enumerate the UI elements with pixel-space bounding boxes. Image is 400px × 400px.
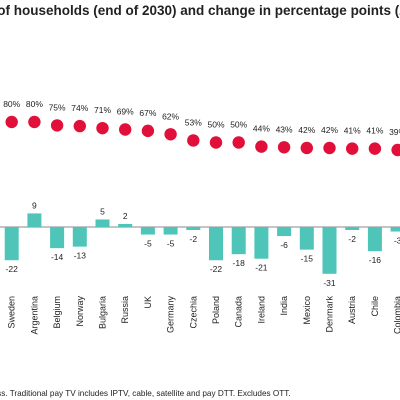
penetration-label: 41% [344,126,361,136]
change-bar [345,227,360,231]
penetration-label: 43% [276,124,293,134]
penetration-label: 74% [71,103,88,113]
penetration-label: 71% [94,105,111,115]
penetration-dot [368,142,382,155]
footnote: ness. Traditional pay TV includes IPTV, … [0,389,291,398]
category-label: Germany [166,296,176,334]
change-bar [299,227,314,250]
change-label: -14 [51,252,64,262]
penetration-dot [141,124,155,138]
penetration-label: 41% [366,126,383,136]
change-labels: 2-229-14-1352-5-5-2-22-18-21-6-15-31-2-1… [6,200,400,288]
penetration-label: 50% [230,119,247,129]
category-label: Ireland [256,296,266,324]
change-label: -21 [255,263,268,273]
penetration-dot [255,140,268,153]
penetration-label: 50% [207,119,224,129]
penetration-dot [391,143,400,157]
change-bar [140,227,155,235]
penetration-label: 62% [162,111,179,121]
penetration-label: 80% [26,99,43,109]
penetration-series [5,115,400,157]
category-label: Czechia [188,296,198,329]
penetration-label: 53% [185,117,202,127]
change-bar [118,223,133,227]
change-bar [27,213,42,227]
change-series [4,213,400,274]
change-bar [50,227,65,249]
category-label: Chile [370,296,380,317]
penetration-label: 67% [139,108,156,118]
category-label: Belgium [52,296,62,329]
change-label: -6 [280,240,288,250]
category-label: Colombia [393,296,400,334]
category-label: Austria [347,296,357,324]
change-bar [254,227,269,259]
penetration-dot [277,141,291,154]
category-label: Russia [120,296,130,324]
change-label: -5 [167,239,175,249]
penetration-dot [96,121,109,135]
change-label: -5 [144,239,152,249]
change-bar [163,227,178,235]
change-label: -16 [369,255,382,265]
penetration-labels: 80%80%80%75%74%71%69%67%62%53%50%50%44%4… [3,99,400,137]
change-label: -15 [301,254,314,264]
penetration-dot [323,141,336,155]
penetration-label: 42% [321,125,338,135]
change-bar [277,227,292,237]
penetration-dot [5,115,18,129]
penetration-dot [164,128,177,141]
change-bar [209,227,223,261]
category-label: Mexico [302,296,312,325]
category-label: Bulgaria [98,296,108,329]
category-label: Norway [75,296,85,327]
penetration-label: 44% [253,124,270,134]
change-bar [231,227,246,255]
penetration-label: 75% [49,102,66,112]
penetration-dot [73,119,87,133]
change-label: -22 [6,264,19,274]
category-label: UK [143,296,153,309]
change-label: -2 [190,234,198,244]
category-label: Canada [234,296,244,328]
change-label: -13 [74,251,87,261]
change-label: -31 [323,278,336,288]
change-label: 2 [123,211,128,221]
change-bar [186,227,201,231]
penetration-dot [232,136,245,149]
change-bar [367,227,382,252]
change-label: 9 [32,200,37,210]
penetration-dot [187,134,200,147]
category-label: Denmark [325,296,335,333]
change-bar [390,227,400,232]
penetration-dot [50,119,64,132]
change-bar [72,227,87,247]
category-label: Poland [211,296,221,324]
change-label: 5 [100,206,105,216]
change-label: -2 [348,234,356,244]
penetration-label: 39% [389,127,400,137]
change-bar [322,227,337,274]
change-label: -22 [210,264,223,274]
penetration-dot [119,123,132,136]
penetration-dot [300,141,313,155]
change-bar [95,219,110,227]
category-label: Argentina [29,296,39,335]
penetration-label: 69% [117,107,134,117]
category-label: Sweden [7,296,17,329]
penetration-dot [346,142,359,155]
penetration-dot [209,136,223,149]
chart-title: e of households (end of 2030) and change… [0,3,400,18]
penetration-label: 42% [298,125,315,135]
penetration-label: 80% [3,99,20,109]
category-label: India [279,296,289,316]
change-label: -18 [233,258,246,268]
change-label: -3 [394,236,400,246]
category-labels: Sweden Argentina Belgium Norway Bulgaria Russ… [7,296,400,335]
change-bar [4,227,19,261]
penetration-dot [28,115,41,129]
